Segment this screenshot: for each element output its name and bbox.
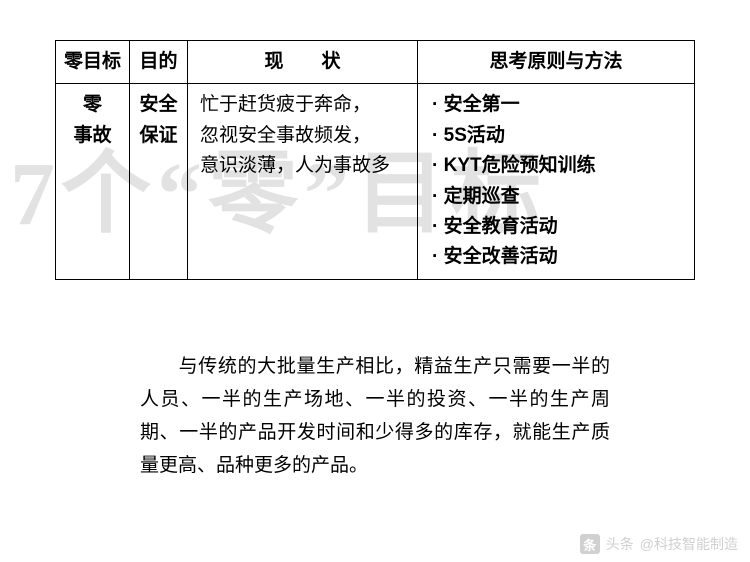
method-item: 安全改善活动 [432,242,686,272]
cell-methods: 安全第一5S活动KYT危险预知训练定期巡查安全教育活动安全改善活动 [418,84,695,279]
method-item: 安全第一 [432,90,686,120]
cell-target: 零事故 [56,84,130,279]
table-header-row: 零目标 目的 现 状 思考原则与方法 [56,41,695,84]
paragraph-text: 与传统的大批量生产相比，精益生产只需要一半的人员、一半的生产场地、一半的投资、一… [140,356,610,477]
cell-status: 忙于赶货疲于奔命，忽视安全事故频发，意识淡薄，人为事故多 [188,84,418,279]
footer-attribution: 条 头条 @科技智能制造 [580,534,738,554]
method-item: 5S活动 [432,121,686,151]
footer-author: @科技智能制造 [640,534,738,554]
method-list: 安全第一5S活动KYT危险预知训练定期巡查安全教育活动安全改善活动 [432,90,686,272]
header-status: 现 状 [188,41,418,84]
footer-prefix: 头条 [606,534,634,554]
header-purpose: 目的 [130,41,188,84]
summary-paragraph: 与传统的大批量生产相比，精益生产只需要一半的人员、一半的生产场地、一半的投资、一… [140,350,610,483]
method-item: KYT危险预知训练 [432,151,686,181]
method-item: 定期巡查 [432,182,686,212]
goals-table: 零目标 目的 现 状 思考原则与方法 零事故 安全保证 忙于赶货疲于奔命，忽视安… [55,40,695,280]
header-target: 零目标 [56,41,130,84]
table-row: 零事故 安全保证 忙于赶货疲于奔命，忽视安全事故频发，意识淡薄，人为事故多 安全… [56,84,695,279]
method-item: 安全教育活动 [432,212,686,242]
header-method: 思考原则与方法 [418,41,695,84]
main-content: 零目标 目的 现 状 思考原则与方法 零事故 安全保证 忙于赶货疲于奔命，忽视安… [0,0,750,483]
cell-purpose: 安全保证 [130,84,188,279]
toutiao-icon: 条 [580,534,600,554]
